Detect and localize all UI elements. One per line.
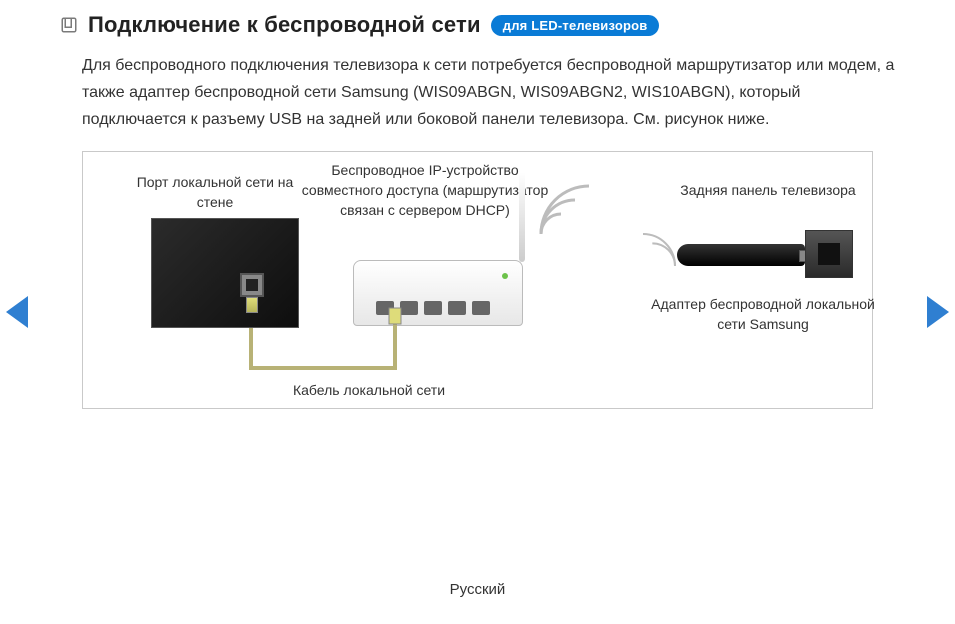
router-antenna-icon	[519, 172, 525, 262]
router-port-icon	[448, 301, 466, 315]
led-tv-badge: для LED-телевизоров	[491, 15, 660, 36]
page-content: Подключение к беспроводной сети для LED-…	[0, 0, 955, 409]
connection-diagram: Порт локальной сети на стене Беспроводно…	[82, 151, 873, 409]
router-label: Беспроводное IP-устройство совместного д…	[299, 160, 551, 220]
wifi-signal-icon	[535, 180, 595, 240]
next-page-arrow[interactable]	[927, 296, 949, 328]
adapter-label: Адаптер беспроводной локальной сети Sams…	[649, 294, 877, 334]
prev-page-arrow[interactable]	[6, 296, 28, 328]
section-title: Подключение к беспроводной сети	[88, 12, 481, 38]
router-port-icon	[424, 301, 442, 315]
lan-plug-icon	[246, 297, 258, 313]
router-body	[353, 260, 523, 326]
wall-port-label: Порт локальной сети на стене	[135, 172, 295, 212]
lan-jack-icon	[240, 273, 264, 297]
intro-paragraph: Для беспроводного подключения телевизора…	[82, 52, 895, 133]
page-footer-language: Русский	[0, 581, 955, 598]
tv-back-label: Задняя панель телевизора	[673, 180, 863, 200]
wall-port-graphic	[151, 218, 299, 328]
router-graphic	[353, 242, 529, 352]
wifi-signal-icon	[639, 230, 679, 270]
router-led-icon	[502, 273, 508, 279]
wlan-adapter-graphic	[677, 244, 805, 266]
router-ports	[376, 301, 490, 315]
router-port-icon	[400, 301, 418, 315]
bookmark-icon	[60, 16, 78, 34]
router-port-icon	[472, 301, 490, 315]
heading-row: Подключение к беспроводной сети для LED-…	[60, 12, 895, 38]
router-port-icon	[376, 301, 394, 315]
tv-back-panel-graphic	[805, 230, 853, 278]
lan-cable-label: Кабель локальной сети	[269, 380, 469, 400]
